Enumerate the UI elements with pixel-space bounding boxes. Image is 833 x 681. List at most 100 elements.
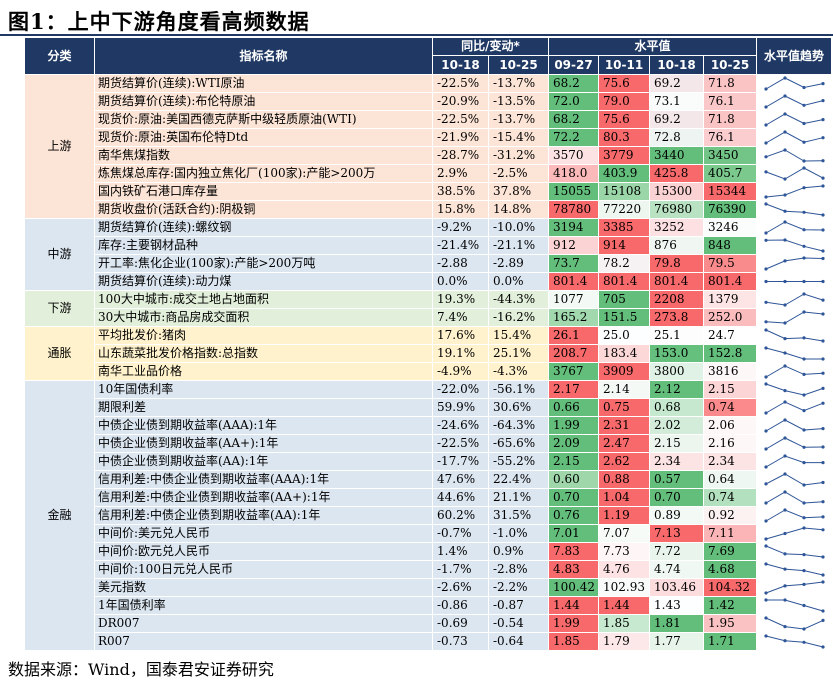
level-cell: 183.4 [598, 344, 651, 363]
level-cell: 4.76 [598, 560, 651, 579]
indicator-name: 期限利差 [94, 398, 433, 417]
trend-cell [756, 74, 833, 93]
change-cell: -22.0% [432, 380, 489, 399]
level-cell: 876 [649, 236, 705, 255]
level-cell: 1.85 [548, 632, 600, 651]
header-change-group: 同比/变动* [431, 37, 550, 56]
change-cell: -44.3% [487, 290, 550, 309]
indicator-name: 现货价:原油:美国西德克萨斯中级轻质原油(WTI) [94, 110, 433, 129]
sparkline-point [821, 228, 825, 232]
sparkline-point [821, 339, 825, 343]
level-cell: 0.60 [548, 470, 600, 489]
trend-cell [756, 236, 833, 255]
sparkline-point [783, 584, 787, 588]
change-cell: 25.1% [487, 344, 550, 363]
trend-cell [756, 596, 833, 615]
sparkline-point [821, 445, 825, 449]
sparkline-point [783, 76, 787, 80]
sparkline-point [802, 210, 806, 214]
trend-cell [756, 110, 833, 129]
change-cell: -16.2% [487, 308, 550, 327]
trend-cell [756, 290, 833, 309]
change-cell: 22.4% [487, 470, 550, 489]
change-cell: 17.6% [432, 326, 489, 345]
sparkline-point [783, 454, 787, 458]
level-cell: 912 [548, 236, 600, 255]
sparkline-point [821, 401, 825, 405]
sparkline [764, 418, 825, 433]
sparkline-point [783, 508, 787, 512]
sparkline-point [802, 310, 806, 314]
change-cell: 47.6% [432, 470, 489, 489]
indicator-name: 山东蔬菜批发价格指数:总指数 [94, 344, 433, 363]
table-row: 现货价:原油:英国布伦特Dtd -21.9% -15.4% 72.2 80.3 72.8 7… [25, 128, 833, 147]
sparkline-point [783, 193, 787, 197]
level-cell: 3909 [598, 362, 651, 381]
level-cell: 4.74 [649, 560, 705, 579]
level-cell: 801.4 [649, 272, 705, 291]
level-cell: 3767 [548, 362, 600, 381]
header-indicator: 指标名称 [94, 37, 433, 75]
level-cell: 7.73 [598, 542, 651, 561]
sparkline-line [765, 329, 824, 342]
sparkline-point [764, 544, 768, 548]
change-cell: 44.6% [432, 488, 489, 507]
indicator-name: 期货结算价(连续):布伦特原油 [94, 92, 433, 111]
level-cell: 1.95 [703, 614, 758, 633]
sparkline-point [764, 382, 768, 386]
level-cell: 0.64 [703, 470, 758, 489]
sparkline [764, 562, 825, 577]
sparkline-line [765, 185, 824, 198]
header-change-date: 10-25 [487, 55, 550, 75]
level-cell: 1.79 [598, 632, 651, 651]
level-cell: 0.70 [548, 488, 600, 507]
change-cell: -4.3% [487, 362, 550, 381]
level-cell: 208.7 [548, 344, 600, 363]
level-cell: 80.3 [598, 128, 651, 147]
table-row: 通胀 平均批发价:猪肉 17.6% 15.4% 26.1 25.0 25.1 24.7 [24, 326, 833, 381]
change-cell: -2.2% [487, 578, 550, 597]
level-cell: 405.7 [703, 164, 758, 183]
sparkline [764, 292, 825, 307]
table-row: 信用利差:中债企业债到期收益率(AAA):1年 47.6% 22.4% 0.60 0.8… [25, 470, 833, 489]
sparkline-point [802, 627, 806, 631]
sparkline-point [802, 357, 806, 361]
level-cell: 0.57 [649, 470, 705, 489]
table-row: 现货价:原油:美国西德克萨斯中级轻质原油(WTI) -22.5% -13.7% 68.… [25, 110, 833, 129]
sparkline-point [802, 553, 806, 557]
change-cell: -21.1% [487, 236, 550, 255]
change-cell: -0.7% [432, 524, 489, 543]
sparkline-line [765, 455, 824, 468]
level-cell: 1379 [703, 290, 758, 309]
indicator-name: 炼焦煤总库存:国内独立焦化厂(100家):产能>200万 [94, 164, 433, 183]
sparkline [764, 616, 825, 631]
sparkline-point [802, 186, 806, 190]
sparkline-line [765, 509, 824, 522]
sparkline-point [764, 616, 768, 620]
change-cell: 31.5% [487, 506, 550, 525]
sparkline [764, 544, 825, 559]
trend-cell [756, 470, 833, 489]
level-cell: 2208 [649, 290, 705, 309]
sparkline-point [783, 321, 787, 325]
indicator-name: 期货结算价(连续):WTI原油 [94, 74, 433, 93]
trend-cell [756, 164, 833, 183]
sparkline-point [764, 465, 768, 469]
sparkline-point [783, 567, 787, 571]
sparkline-point [764, 123, 768, 127]
sparkline-point [821, 609, 825, 613]
level-cell: 1.04 [598, 488, 651, 507]
level-cell: 71.8 [703, 74, 758, 93]
level-cell: 4.83 [548, 560, 600, 579]
trend-cell [756, 506, 833, 525]
trend-cell [756, 380, 833, 399]
trend-cell [756, 632, 833, 651]
sparkline-point [764, 105, 768, 109]
trend-cell [756, 92, 833, 111]
sparkline-point [764, 537, 768, 541]
sparkline-point [802, 461, 806, 465]
sparkline-point [802, 85, 806, 90]
sparkline-point [802, 279, 806, 284]
sparkline-point [802, 140, 806, 144]
level-cell: 24.7 [703, 326, 758, 345]
